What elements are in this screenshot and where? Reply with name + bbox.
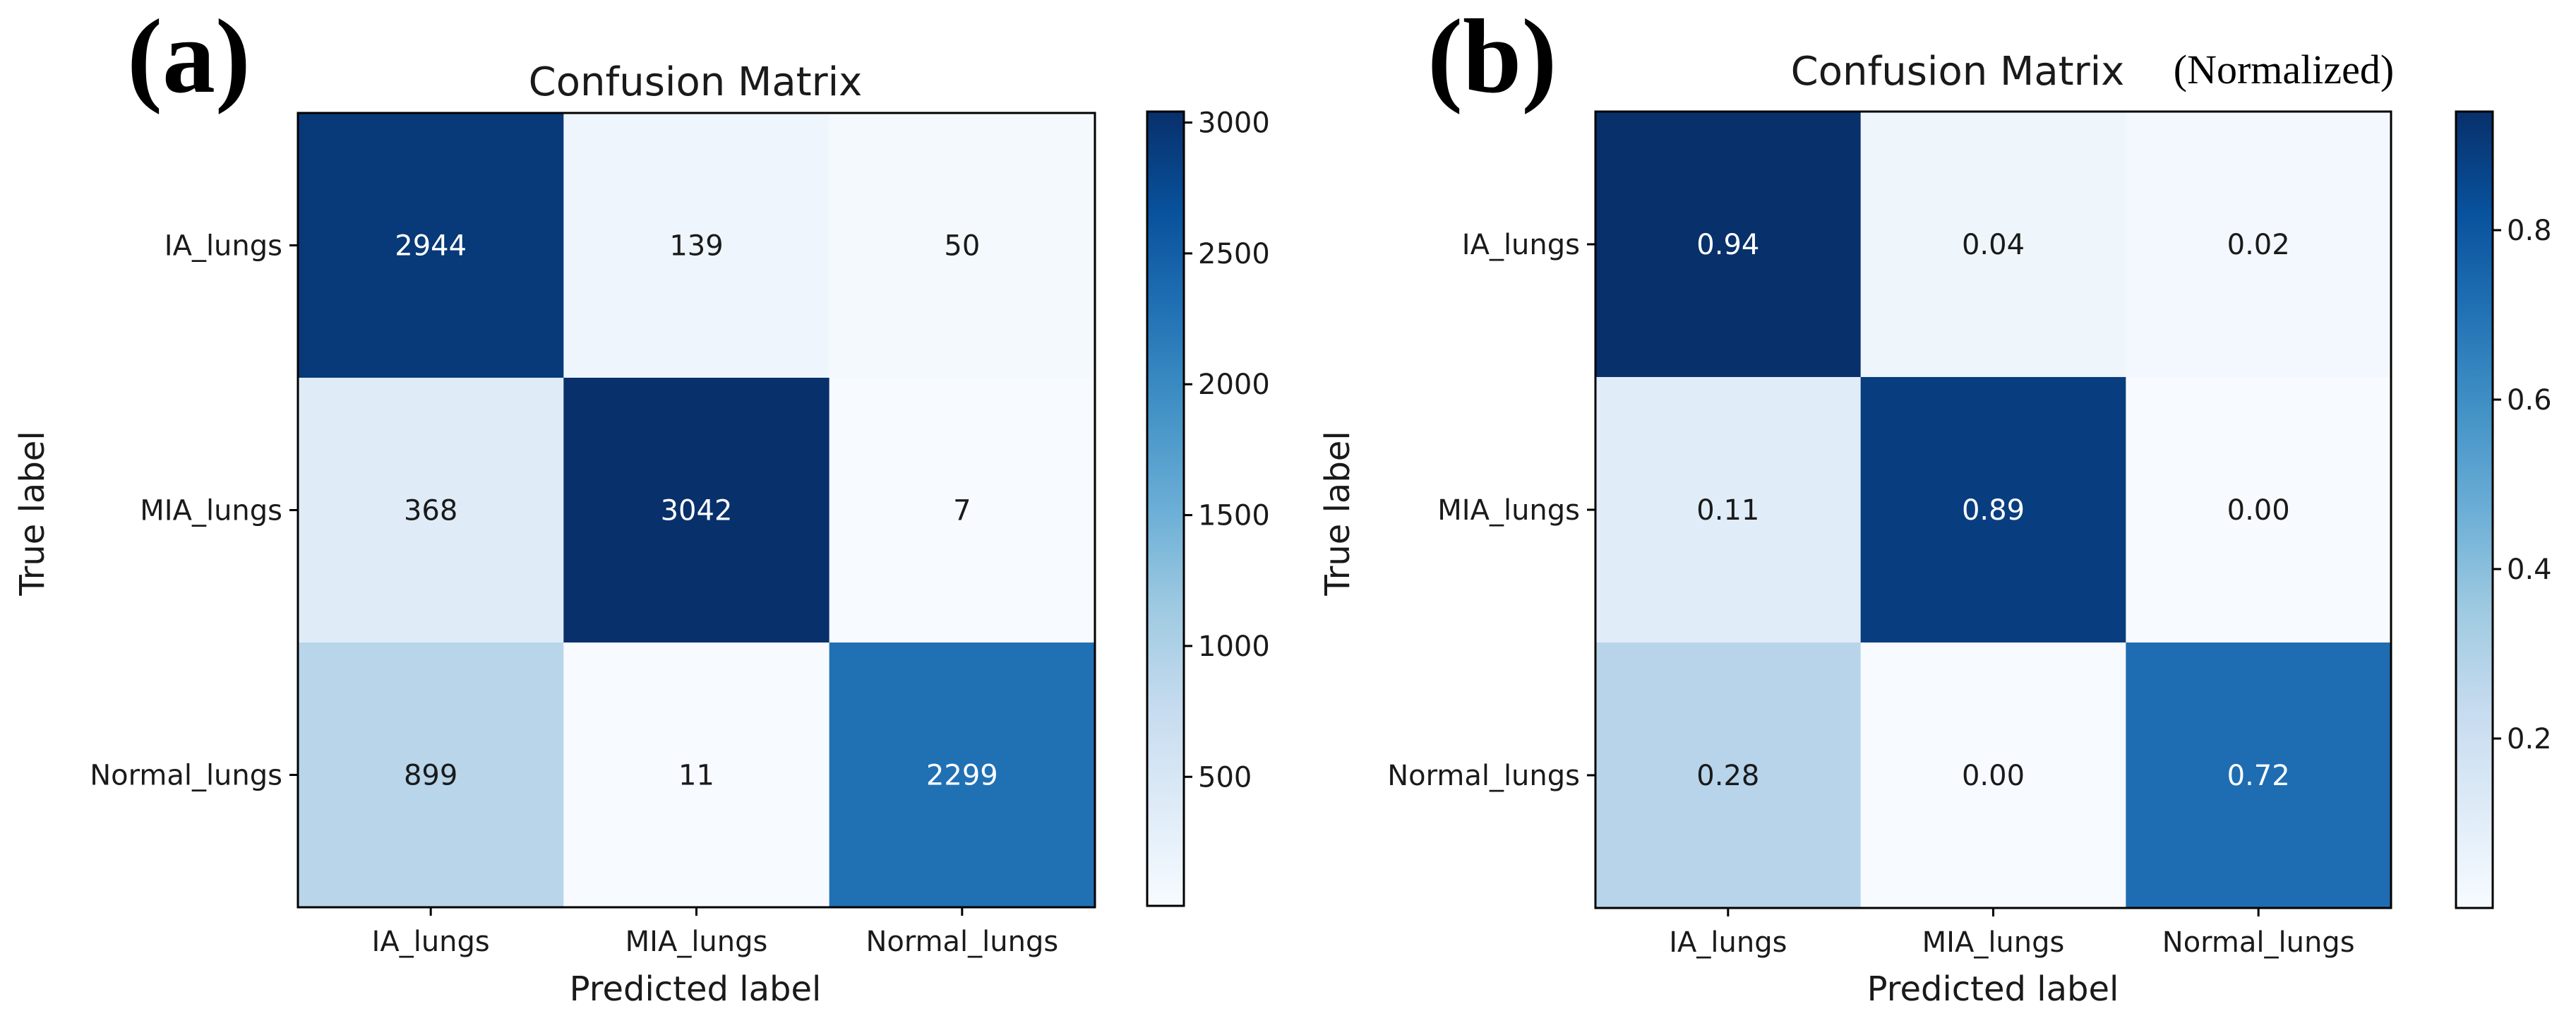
- colorbar-frame-a: [1146, 110, 1185, 907]
- colorbar-frame-b: [2455, 110, 2494, 909]
- chart-title-a: Confusion Matrix: [529, 59, 863, 105]
- y-ticks-b: IA_lungs MIA_lungs Normal_lungs: [1387, 229, 1595, 792]
- heatmap-cell-b-r2-c1: [1860, 642, 2126, 909]
- cell-value-label: 0.02: [2227, 229, 2290, 261]
- chart-title-b: Confusion Matrix: [1791, 49, 2125, 95]
- x-ticks-a: IA_lungs MIA_lungs Normal_lungs: [372, 907, 1058, 958]
- panel-a: (a) Confusion Matrix 2944 139 50 368 3042 7 89…: [13, 0, 1270, 1009]
- colorbar-tick-label: 0.6: [2507, 384, 2552, 417]
- cell-value-label: 0.11: [1696, 494, 1759, 527]
- x-tick-label: IA_lungs: [372, 926, 490, 958]
- x-ticks-b: IA_lungs MIA_lungs Normal_lungs: [1669, 908, 2355, 959]
- cell-value-label: 11: [678, 760, 714, 792]
- heatmap-cell-b-r1-c0: [1595, 377, 1862, 643]
- panel-label-b: (b): [1427, 0, 1557, 115]
- heatmap-cell-a-r1-c1: [563, 378, 830, 643]
- heatmap-cell-b-r1-c2: [2126, 377, 2392, 643]
- colorbar-tick-label: 3000: [1198, 107, 1270, 140]
- cell-value-label: 50: [944, 230, 980, 263]
- x-axis-label-b: Predicted label: [1867, 969, 2119, 1009]
- cell-value-label: 0.72: [2227, 760, 2290, 792]
- panel-label-a: (a): [127, 0, 251, 115]
- panel-b: (b) Confusion Matrix (Normalized) 0.94 0.…: [1318, 0, 2552, 1009]
- colorbar-tick-label: 1000: [1198, 630, 1270, 663]
- y-tick-label: Normal_lungs: [1387, 760, 1580, 792]
- heatmap-cell-a-r1-c2: [829, 378, 1096, 643]
- cell-value-label: 0.94: [1696, 229, 1759, 261]
- y-axis-label-b: True label: [1318, 431, 1358, 596]
- heatmap-cells-a: 2944 139 50 368 3042 7 899 11 2299: [298, 113, 1096, 908]
- cell-value-label: 139: [669, 230, 723, 263]
- colorbar-tick-label: 0.8: [2507, 215, 2552, 247]
- y-tick-label: IA_lungs: [164, 230, 282, 263]
- heatmap-cells-b: 0.94 0.04 0.02 0.11 0.89 0.00 0.28 0.00 0.72: [1595, 112, 2392, 909]
- y-tick-label: MIA_lungs: [140, 495, 282, 527]
- heatmap-cell-b-r2-c2: [2126, 642, 2392, 909]
- colorbar-tick-label: 1500: [1198, 500, 1270, 532]
- heatmap-cell-a-r0-c1: [563, 113, 830, 378]
- x-tick-label: Normal_lungs: [2162, 926, 2355, 959]
- cell-value-label: 7: [953, 495, 971, 527]
- x-tick-label: Normal_lungs: [865, 926, 1058, 958]
- y-ticks-a: IA_lungs MIA_lungs Normal_lungs: [90, 230, 298, 792]
- colorbar-ticks-b: 0.2 0.4 0.6 0.8: [2493, 215, 2552, 755]
- colorbar-b: [2456, 112, 2493, 908]
- colorbar-ticks-a: 500 1000 1500 2000 2500 3000: [1184, 107, 1270, 794]
- cell-value-label: 368: [404, 495, 457, 527]
- colorbar-tick-label: 0.4: [2507, 554, 2552, 586]
- heatmap-cell-a-r1-c0: [298, 378, 564, 643]
- heatmap-cell-b-r0-c0: [1595, 112, 1862, 378]
- cell-value-label: 0.00: [1962, 760, 2025, 792]
- y-tick-label: IA_lungs: [1462, 229, 1580, 261]
- cell-value-label: 2944: [395, 230, 467, 263]
- x-axis-label-a: Predicted label: [570, 969, 822, 1009]
- cell-value-label: 0.00: [2227, 494, 2290, 527]
- heatmap-cell-b-r2-c0: [1595, 642, 1862, 909]
- colorbar-tick-label: 2000: [1198, 369, 1270, 401]
- heatmap-cell-b-r1-c1: [1860, 377, 2126, 643]
- heatmap-cell-a-r2-c0: [298, 642, 564, 908]
- heatmap-cell-b-r0-c2: [2126, 112, 2392, 378]
- x-tick-label: MIA_lungs: [1922, 926, 2065, 959]
- heatmap-cell-a-r0-c0: [298, 113, 564, 378]
- x-tick-label: MIA_lungs: [625, 926, 768, 958]
- y-tick-label: Normal_lungs: [90, 760, 282, 792]
- cell-value-label: 2299: [926, 760, 998, 792]
- cell-value-label: 0.04: [1962, 229, 2025, 261]
- cell-value-label: 899: [404, 760, 457, 792]
- cell-value-label: 3042: [661, 495, 733, 527]
- colorbar-tick-label: 500: [1198, 761, 1252, 794]
- chart-title-suffix-b: (Normalized): [2174, 47, 2394, 92]
- y-axis-label-a: True label: [13, 431, 52, 596]
- heatmap-cell-a-r2-c1: [563, 642, 830, 908]
- cell-value-label: 0.28: [1696, 760, 1759, 792]
- heatmap-cell-a-r2-c2: [829, 642, 1096, 908]
- heatmap-cell-a-r0-c2: [829, 113, 1096, 378]
- colorbar-a: [1147, 112, 1184, 906]
- heatmap-cell-b-r0-c1: [1860, 112, 2126, 378]
- colorbar-tick-label: 0.2: [2507, 723, 2552, 755]
- colorbar-tick-label: 2500: [1198, 238, 1270, 270]
- y-tick-label: MIA_lungs: [1437, 494, 1580, 527]
- x-tick-label: IA_lungs: [1669, 926, 1787, 959]
- cell-value-label: 0.89: [1962, 494, 2025, 527]
